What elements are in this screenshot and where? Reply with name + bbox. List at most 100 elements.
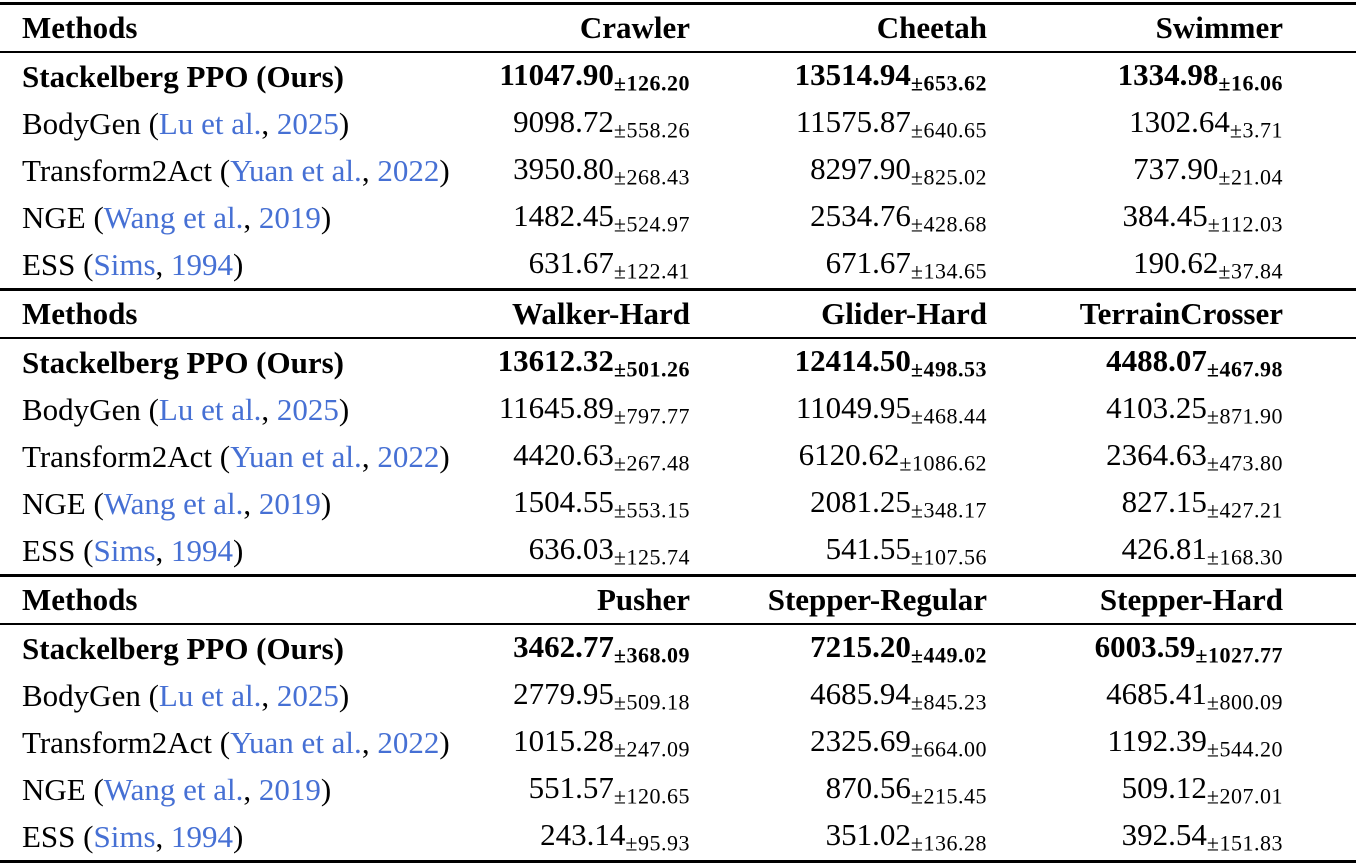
score-std: ±107.56 (910, 544, 987, 570)
citation-author-link[interactable]: Yuan et al. (230, 152, 362, 188)
score-cell: 12414.50±498.53 (700, 338, 1000, 386)
score-std: ±16.06 (1218, 70, 1283, 96)
citation-author-link[interactable]: Lu et al. (158, 391, 262, 427)
citation-year-link[interactable]: 2025 (276, 105, 339, 141)
score-mean: 8297.90 (810, 150, 911, 186)
score-cell: 1334.98±16.06 (1000, 52, 1356, 100)
score-mean: 1015.28 (513, 722, 614, 758)
citation-author-link[interactable]: Wang et al. (103, 199, 244, 235)
score-std: ±215.45 (910, 783, 987, 809)
column-header-swimmer: Swimmer (1000, 3, 1356, 53)
citation-separator: , (261, 677, 277, 713)
score-cell: 11575.87±640.65 (700, 100, 1000, 147)
table-row-nge: NGE (Wang et al., 2019) 551.57±120.65 87… (0, 766, 1356, 813)
score-mean: 1302.64 (1129, 103, 1230, 139)
method-name: BodyGen ( (22, 391, 159, 427)
score-cell: 190.62±37.84 (1000, 241, 1356, 288)
score-std: ±3.71 (1229, 117, 1283, 143)
citation-year-link[interactable]: 2019 (258, 199, 321, 235)
method-name: Transform2Act ( (22, 724, 231, 760)
score-std: ±207.01 (1206, 783, 1283, 809)
citation-year-link[interactable]: 2019 (258, 485, 321, 521)
score-cell: 2364.63±473.80 (1000, 433, 1356, 480)
citation-year-link[interactable]: 1994 (171, 246, 234, 282)
score-mean: 384.45 (1122, 197, 1208, 233)
score-std: ±544.20 (1206, 736, 1283, 762)
score-mean: 2364.63 (1106, 436, 1207, 472)
score-std: ±825.02 (910, 164, 987, 190)
score-mean: 11645.89 (498, 389, 614, 425)
method-close-paren: ) (233, 818, 244, 854)
citation-author-link[interactable]: Sims (93, 818, 156, 854)
score-std: ±267.48 (613, 450, 690, 476)
score-mean: 351.02 (825, 816, 911, 852)
citation-author-link[interactable]: Wang et al. (103, 771, 244, 807)
citation-year-link[interactable]: 2019 (258, 771, 321, 807)
citation-separator: , (361, 438, 378, 474)
method-cell: ESS (Sims, 1994) (0, 527, 400, 574)
citation-author-link[interactable]: Sims (93, 532, 156, 568)
citation-author-link[interactable]: Lu et al. (158, 105, 262, 141)
citation-author-link[interactable]: Yuan et al. (230, 438, 362, 474)
citation-author-link[interactable]: Sims (93, 246, 156, 282)
score-mean: 1192.39 (1107, 722, 1207, 758)
score-mean: 1482.45 (513, 197, 614, 233)
score-std: ±95.93 (625, 830, 690, 856)
method-label: NGE (Wang et al., 2019) (22, 772, 331, 807)
score-cell: 541.55±107.56 (700, 527, 1000, 574)
method-label: BodyGen (Lu et al., 2025) (22, 392, 349, 427)
table-row-bodygen: BodyGen (Lu et al., 2025) 2779.95±509.18… (0, 672, 1356, 719)
score-cell: 11645.89±797.77 (400, 386, 700, 433)
citation-year-link[interactable]: 2022 (377, 724, 440, 760)
method-label: Stackelberg PPO (Ours) (22, 58, 345, 94)
method-label: Transform2Act (Yuan et al., 2022) (22, 439, 450, 474)
results-table-section-3: Methods Pusher Stepper-Regular Stepper-H… (0, 574, 1356, 863)
score-std: ±871.90 (1206, 403, 1283, 429)
method-close-paren: ) (233, 246, 244, 282)
method-close-paren: ) (320, 199, 332, 235)
score-mean: 7215.20 (810, 628, 911, 664)
score-std: ±664.00 (910, 736, 987, 762)
score-mean: 4420.63 (513, 436, 614, 472)
citation-year-link[interactable]: 2025 (276, 391, 339, 427)
citation-author-link[interactable]: Lu et al. (158, 677, 262, 713)
score-mean: 1504.55 (513, 483, 614, 519)
score-std: ±449.02 (910, 642, 987, 668)
method-label: ESS (Sims, 1994) (22, 247, 243, 282)
column-header-methods: Methods (0, 575, 400, 625)
score-mean: 243.14 (540, 816, 626, 852)
header-row: Methods Pusher Stepper-Regular Stepper-H… (0, 575, 1356, 625)
score-cell: 351.02±136.28 (700, 813, 1000, 862)
citation-year-link[interactable]: 2022 (377, 152, 440, 188)
column-header-cheetah: Cheetah (700, 3, 1000, 53)
method-cell: ESS (Sims, 1994) (0, 813, 400, 862)
citation-year-link[interactable]: 1994 (171, 532, 234, 568)
method-close-paren: ) (320, 485, 332, 521)
citation-separator: , (243, 771, 259, 807)
citation-year-link[interactable]: 2025 (276, 677, 339, 713)
citation-year-link[interactable]: 2022 (377, 438, 440, 474)
citation-year-link[interactable]: 1994 (171, 818, 234, 854)
method-label: BodyGen (Lu et al., 2025) (22, 106, 349, 141)
citation-author-link[interactable]: Yuan et al. (230, 724, 362, 760)
score-cell: 7215.20±449.02 (700, 624, 1000, 672)
score-std: ±653.62 (910, 70, 987, 96)
score-mean: 13612.32 (497, 342, 614, 378)
score-mean: 11047.90 (499, 56, 614, 92)
score-mean: 11049.95 (795, 389, 911, 425)
score-cell: 11047.90±126.20 (400, 52, 700, 100)
score-cell: 11049.95±468.44 (700, 386, 1000, 433)
score-cell: 9098.72±558.26 (400, 100, 700, 147)
score-cell: 6003.59±1027.77 (1000, 624, 1356, 672)
column-header-stepper-hard: Stepper-Hard (1000, 575, 1356, 625)
score-std: ±37.84 (1218, 258, 1283, 284)
score-cell: 3950.80±268.43 (400, 147, 700, 194)
score-std: ±21.04 (1218, 164, 1283, 190)
citation-separator: , (361, 724, 378, 760)
table-row-nge: NGE (Wang et al., 2019) 1504.55±553.15 2… (0, 480, 1356, 527)
score-mean: 6003.59 (1094, 628, 1196, 664)
citation-separator: , (243, 199, 259, 235)
column-header-methods: Methods (0, 3, 400, 53)
citation-author-link[interactable]: Wang et al. (103, 485, 244, 521)
method-name: Transform2Act ( (22, 152, 231, 188)
